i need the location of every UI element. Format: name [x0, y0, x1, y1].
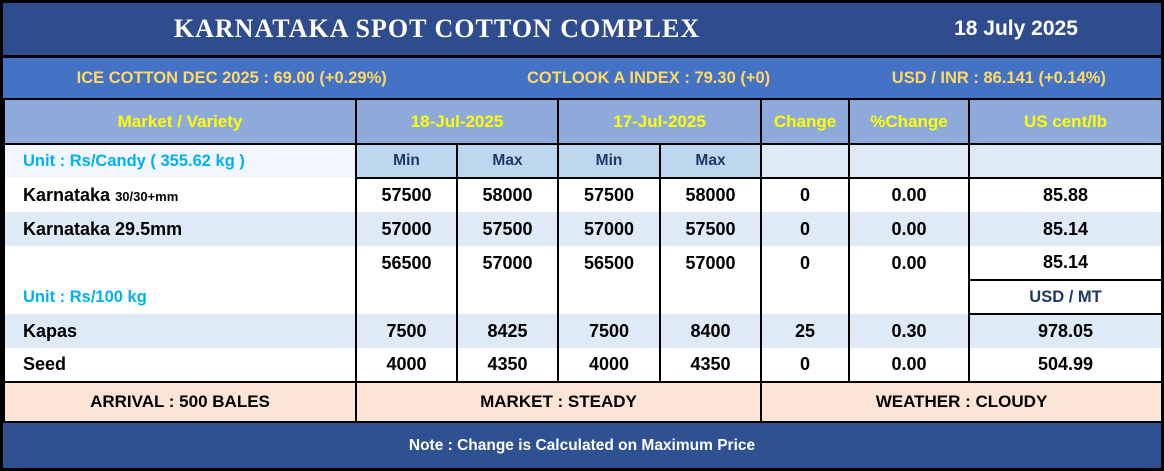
variety-name: Kapas: [3, 314, 357, 348]
unit-candy-label: Unit : Rs/Candy ( 355.62 kg ): [3, 144, 357, 178]
arrival-status: ARRIVAL : 500 BALES: [3, 381, 357, 423]
price-cell: 57000: [456, 246, 559, 280]
max-label-d2: Max: [659, 144, 762, 179]
ticker-usd-inr: USD / INR : 86.141 (+0.14%): [891, 68, 1106, 87]
col-pct-change: %Change: [848, 100, 970, 145]
change-cell: 0: [760, 348, 850, 382]
unit-100kg-row: Unit : Rs/100 kg USD / MT: [3, 279, 1163, 315]
change-cell: 25: [760, 314, 850, 348]
footer-note: Note : Change is Calculated on Maximum P…: [408, 436, 756, 454]
price-cell: 56500: [557, 246, 661, 280]
title-bar: KARNATAKA SPOT COTTON COMPLEX 18 July 20…: [3, 3, 1161, 55]
empty-cell: [456, 280, 559, 314]
variety-name: Seed: [3, 348, 357, 382]
col-date-18jul: 18-Jul-2025: [355, 100, 559, 145]
table-row-karnataka-29-5mm: Karnataka 29.5mm 57000 57500 57000 57500…: [3, 212, 1163, 246]
empty-cell: [659, 280, 762, 314]
subheader-empty: [760, 144, 850, 179]
change-cell: 0: [760, 178, 850, 212]
pct-change-cell: 0.00: [848, 246, 970, 280]
weather-status: WEATHER : CLOUDY: [760, 381, 1163, 423]
price-cell: 57500: [557, 178, 661, 212]
report-date: 18 July 2025: [954, 17, 1078, 40]
price-cell: 4000: [355, 348, 458, 382]
price-cell: 56500: [355, 246, 458, 280]
subheader-empty: [848, 144, 970, 179]
us-cent-cell: 85.14: [968, 246, 1163, 280]
ticker-cotlook-index: COTLOOK A INDEX : 79.30 (+0): [527, 68, 771, 87]
empty-cell: [557, 280, 661, 314]
pct-change-cell: 0.00: [848, 212, 970, 246]
table-row-karnataka-30mm: Karnataka 30/30+mm 57500 58000 57500 580…: [3, 178, 1163, 212]
price-cell: 4350: [456, 348, 559, 382]
empty-cell: [355, 280, 458, 314]
min-label-d2: Min: [557, 144, 661, 179]
col-date-17jul: 17-Jul-2025: [557, 100, 762, 145]
variety-name: Karnataka 30/30+mm: [3, 178, 357, 212]
divider: [3, 55, 1161, 58]
usd-mt-header: USD / MT: [968, 279, 1163, 315]
price-cell: 57500: [659, 212, 762, 246]
change-cell: 0: [760, 212, 850, 246]
unit-100kg-label: Unit : Rs/100 kg: [3, 280, 357, 314]
price-cell: 58000: [456, 178, 559, 212]
price-cell: 4000: [557, 348, 661, 382]
min-label-d1: Min: [355, 144, 458, 179]
price-cell: 7500: [557, 314, 661, 348]
page-title: KARNATAKA SPOT COTTON COMPLEX: [173, 14, 701, 43]
us-cent-cell: 978.05: [968, 314, 1163, 348]
market-ticker-bar: ICE COTTON DEC 2025 : 69.00 (+0.29%) COT…: [3, 58, 1161, 100]
ticker-ice-cotton: ICE COTTON DEC 2025 : 69.00 (+0.29%): [76, 68, 387, 87]
price-cell: 57500: [355, 178, 458, 212]
variety-name-suffix: 30/30+mm: [115, 188, 179, 204]
subheader-row: Unit : Rs/Candy ( 355.62 kg ) Min Max Mi…: [3, 144, 1163, 179]
table-row-seed: Seed 4000 4350 4000 4350 0 0.00 504.99: [3, 348, 1163, 382]
price-cell: 58000: [659, 178, 762, 212]
change-cell: 0: [760, 246, 850, 280]
price-cell: 8400: [659, 314, 762, 348]
col-market-variety: Market / Variety: [3, 100, 357, 145]
us-cent-cell: 85.14: [968, 212, 1163, 246]
price-cell: 57000: [557, 212, 661, 246]
table-row-kapas: Kapas 7500 8425 7500 8400 25 0.30 978.05: [3, 314, 1163, 348]
subheader-empty: [968, 144, 1163, 179]
redacted-cell: [3, 246, 357, 280]
pct-change-cell: 0.30: [848, 314, 970, 348]
variety-name: Karnataka 29.5mm: [3, 212, 357, 246]
price-cell: 8425: [456, 314, 559, 348]
price-cell: 57000: [659, 246, 762, 280]
price-cell: 7500: [355, 314, 458, 348]
col-us-cent: US cent/lb: [968, 100, 1163, 145]
rates-table: Market / Variety 18-Jul-2025 17-Jul-2025…: [3, 100, 1163, 423]
pct-change-cell: 0.00: [848, 348, 970, 382]
table-row-redacted: 56500 57000 56500 57000 0 0.00 85.14: [3, 246, 1163, 280]
pct-change-cell: 0.00: [848, 178, 970, 212]
us-cent-cell: 85.88: [968, 178, 1163, 212]
table-header-row: Market / Variety 18-Jul-2025 17-Jul-2025…: [3, 100, 1163, 145]
empty-cell: [760, 280, 850, 314]
price-cell: 57000: [355, 212, 458, 246]
variety-name-text: Karnataka: [23, 184, 111, 205]
price-cell: 57500: [456, 212, 559, 246]
us-cent-cell: 504.99: [968, 348, 1163, 382]
footer-note-bar: Note : Change is Calculated on Maximum P…: [3, 423, 1161, 468]
col-change: Change: [760, 100, 850, 145]
status-row: ARRIVAL : 500 BALES MARKET : STEADY WEAT…: [3, 381, 1163, 423]
market-status: MARKET : STEADY: [355, 381, 762, 423]
empty-cell: [848, 280, 970, 314]
price-cell: 4350: [659, 348, 762, 382]
max-label-d1: Max: [456, 144, 559, 179]
